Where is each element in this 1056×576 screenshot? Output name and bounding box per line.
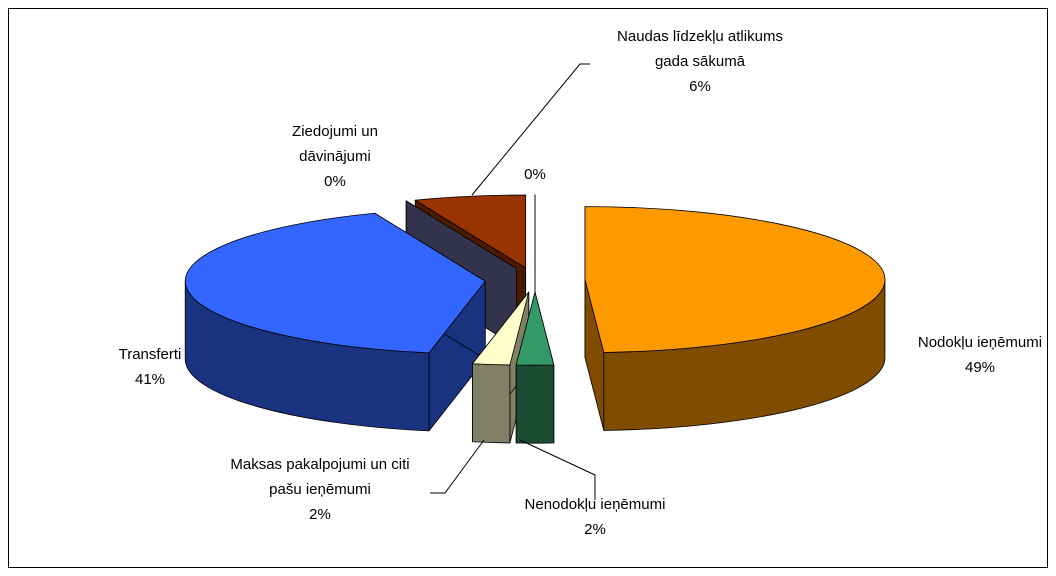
slice-side (515, 364, 555, 444)
data-label: Maksas pakalpojumi un citi pašu ieņēmumi… (225, 452, 415, 527)
slice-top (515, 291, 555, 366)
data-label: Ziedojumi un dāvinājumi 0% (280, 119, 390, 194)
leader-line (430, 439, 485, 494)
category-label: Ziedojumi un dāvinājumi (292, 123, 378, 165)
data-label: 0% (510, 162, 560, 187)
chart-border (8, 8, 1048, 568)
value-label: 2% (309, 506, 331, 523)
value-label: 6% (689, 78, 711, 95)
slice-top (414, 194, 527, 269)
value-label: 2% (584, 521, 606, 538)
category-label: Nodokļu ieņēmumi (917, 334, 1043, 351)
value-label: 41% (134, 371, 166, 388)
category-label: Maksas pakalpojumi un citi pašu ieņēmumi (230, 456, 410, 498)
slice-top (184, 212, 486, 354)
data-label: Naudas līdzekļu atlikums gada sākumā 6% (615, 24, 785, 99)
data-label: Nodokļu ieņēmumi 49% (900, 330, 1056, 380)
slice-top (584, 206, 886, 353)
value-label: 0% (324, 173, 346, 190)
data-label: Transferti 41% (100, 342, 200, 392)
pie (184, 194, 886, 444)
leader-line (519, 439, 596, 500)
category-label: Naudas līdzekļu atlikums gada sākumā (617, 28, 783, 70)
category-label: Nenodokļu ieņēmumi (524, 496, 666, 513)
category-label: Transferti (118, 346, 182, 363)
leader-line (471, 63, 590, 196)
slice-side (472, 363, 511, 444)
value-label: 0% (524, 166, 546, 183)
value-label: 49% (964, 359, 996, 376)
slice-top (472, 291, 530, 366)
data-label: Nenodokļu ieņēmumi 2% (485, 492, 705, 542)
